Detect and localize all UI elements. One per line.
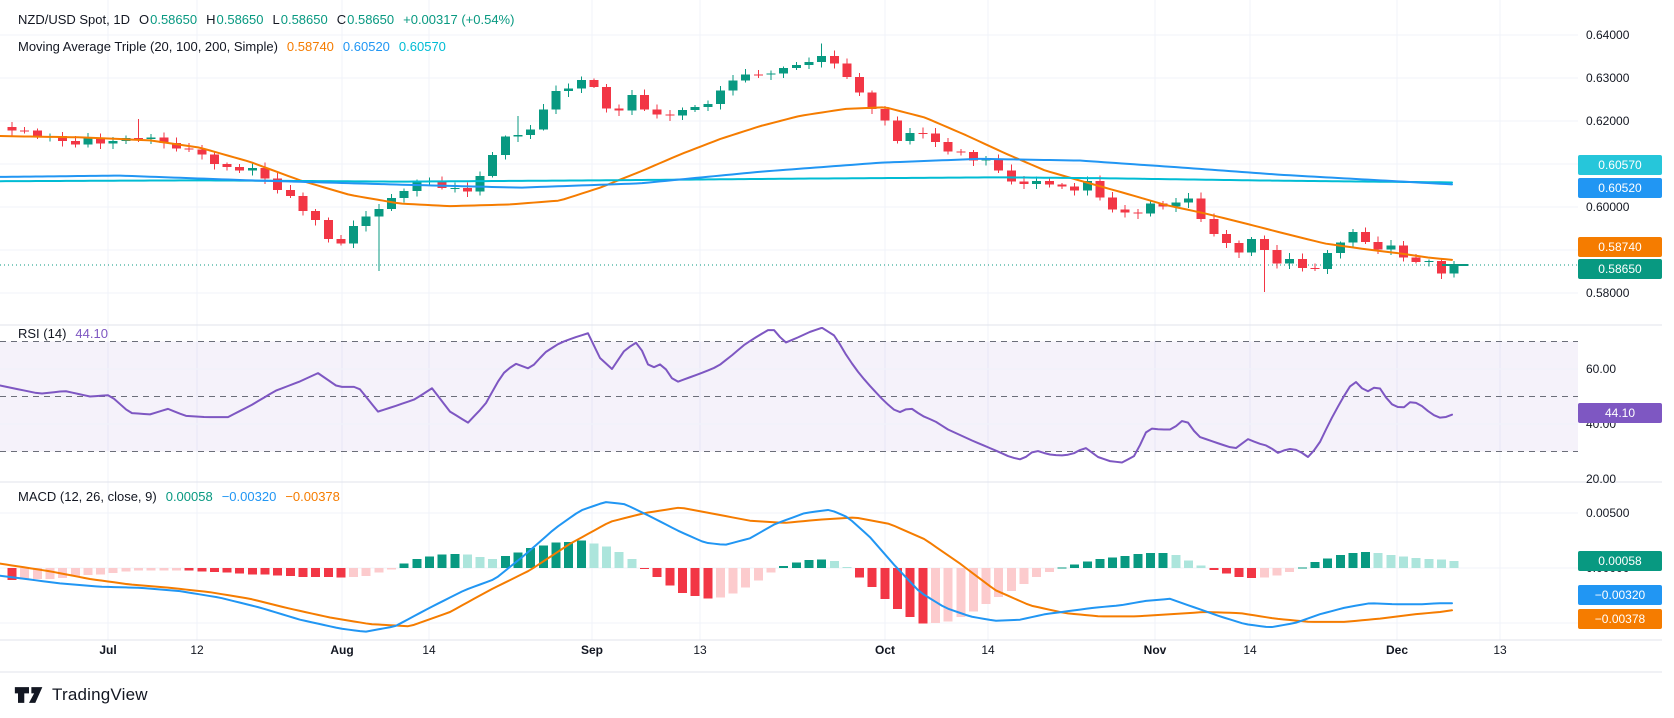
rsi-indicator-title[interactable]: RSI (14) <box>18 326 67 341</box>
rsi-legend[interactable]: RSI (14) 44.10 <box>18 326 108 341</box>
time-axis-label: Jul <box>99 643 117 657</box>
time-axis-label: Oct <box>874 643 896 657</box>
ohlc-open: O 0.58650 <box>138 12 198 27</box>
macd-hist-value: 0.00058 <box>165 489 213 504</box>
macd-signal-value: −0.00378 <box>285 489 340 504</box>
macd-legend[interactable]: MACD (12, 26, close, 9) 0.00058 −0.00320… <box>18 489 340 504</box>
ohlc-high: H 0.58650 <box>206 12 264 27</box>
time-axis-label: 13 <box>1493 643 1507 657</box>
macd-line-value: −0.00320 <box>221 489 277 504</box>
time-axis-label: 12 <box>190 643 204 657</box>
axis-price-badge: −0.00320 <box>1578 585 1662 605</box>
time-axis-label: 14 <box>422 643 436 657</box>
axis-price-badge: −0.00378 <box>1578 609 1662 629</box>
ohlc-low: L 0.58650 <box>272 12 328 27</box>
time-axis-label: 14 <box>981 643 995 657</box>
price-axis-label: 0.60000 <box>1586 200 1630 214</box>
price-axis-label: 0.00500 <box>1586 506 1630 520</box>
price-axis-label: 60.00 <box>1586 362 1617 376</box>
price-axis-label: 0.64000 <box>1586 28 1630 42</box>
time-axis-label: Aug <box>330 643 354 657</box>
tradingview-logo-text: TradingView <box>52 685 148 704</box>
time-axis-label: Nov <box>1143 643 1167 657</box>
ma200-value: 0.60570 <box>398 39 446 54</box>
axis-price-badge: 0.58740 <box>1578 237 1662 257</box>
time-axis-label: 14 <box>1243 643 1257 657</box>
ma20-value: 0.58740 <box>286 39 334 54</box>
tradingview-logo-icon <box>14 687 43 703</box>
axis-price-badge: 0.60570 <box>1578 155 1662 175</box>
axis-price-badge: 0.00058 <box>1578 551 1662 571</box>
ohlc-close: C 0.58650 <box>336 12 395 27</box>
change-value: +0.00317 (+0.54%) <box>403 12 515 27</box>
price-axis-label: 0.58000 <box>1586 286 1630 300</box>
tradingview-logo[interactable]: TradingView <box>14 684 148 706</box>
axis-price-badge: 0.60520 <box>1578 178 1662 198</box>
macd-indicator-title[interactable]: MACD (12, 26, close, 9) <box>18 489 157 504</box>
axis-price-badge: 44.10 <box>1578 403 1662 423</box>
symbol-legend[interactable]: NZD/USD Spot, 1D O 0.58650 H 0.58650 L 0.58… <box>18 12 514 27</box>
rsi-value: 44.10 <box>75 326 108 341</box>
ma-indicator-title[interactable]: Moving Average Triple (20, 100, 200, Sim… <box>18 39 278 54</box>
ma100-value: 0.60520 <box>342 39 390 54</box>
price-axis-label: 0.62000 <box>1586 114 1630 128</box>
axis-price-badge: 0.58650 <box>1578 259 1662 279</box>
time-axis-label: Sep <box>580 643 604 657</box>
price-axis-label: 20.00 <box>1586 472 1617 486</box>
time-axis-label: Dec <box>1385 643 1409 657</box>
price-axis-label: 0.63000 <box>1586 71 1630 85</box>
ma-legend[interactable]: Moving Average Triple (20, 100, 200, Sim… <box>18 39 446 54</box>
symbol-title[interactable]: NZD/USD Spot, 1D <box>18 12 130 27</box>
time-axis-label: 13 <box>693 643 707 657</box>
